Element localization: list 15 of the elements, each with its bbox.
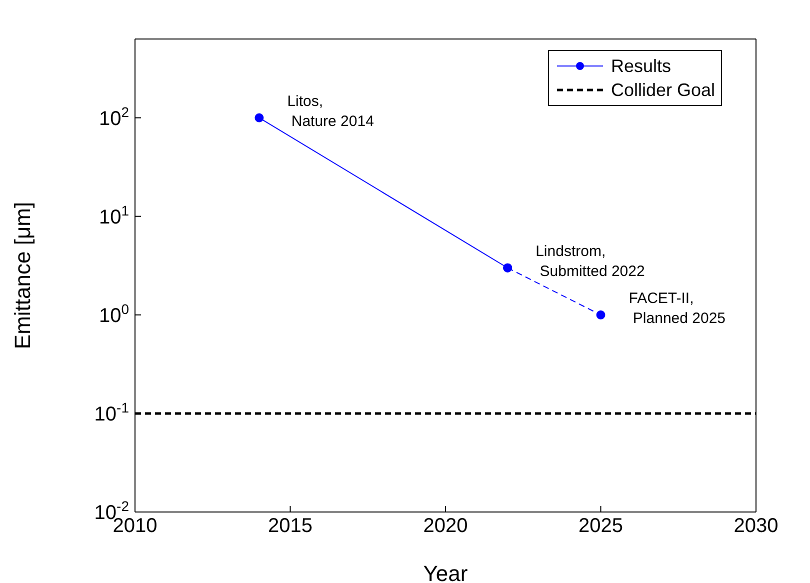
y-tick-label: 10$^{2}$ bbox=[98, 104, 130, 130]
y-tick-label: 10$^{-1}$ bbox=[94, 399, 130, 426]
annotation: FACET-II, Planned 2025 bbox=[628, 290, 726, 327]
y-tick-label: 10$^{0}$ bbox=[98, 300, 130, 327]
y-axis-title: Emittance [μm] bbox=[10, 202, 35, 350]
annotation: Lindstrom, Submitted 2022 bbox=[536, 242, 645, 280]
legend-label: Collider Goal bbox=[610, 80, 715, 100]
annotation: Litos, Nature 2014 bbox=[287, 92, 374, 130]
x-tick-label: 2030 bbox=[734, 515, 778, 537]
x-tick-label: 2025 bbox=[578, 515, 623, 537]
legend-label: Results bbox=[610, 56, 671, 76]
x-tick-label: 2020 bbox=[423, 515, 468, 537]
x-axis-title: Year bbox=[423, 561, 468, 583]
y-tick-label: 10$^{1}$ bbox=[98, 202, 130, 228]
x-tick-label: 2015 bbox=[268, 515, 312, 537]
